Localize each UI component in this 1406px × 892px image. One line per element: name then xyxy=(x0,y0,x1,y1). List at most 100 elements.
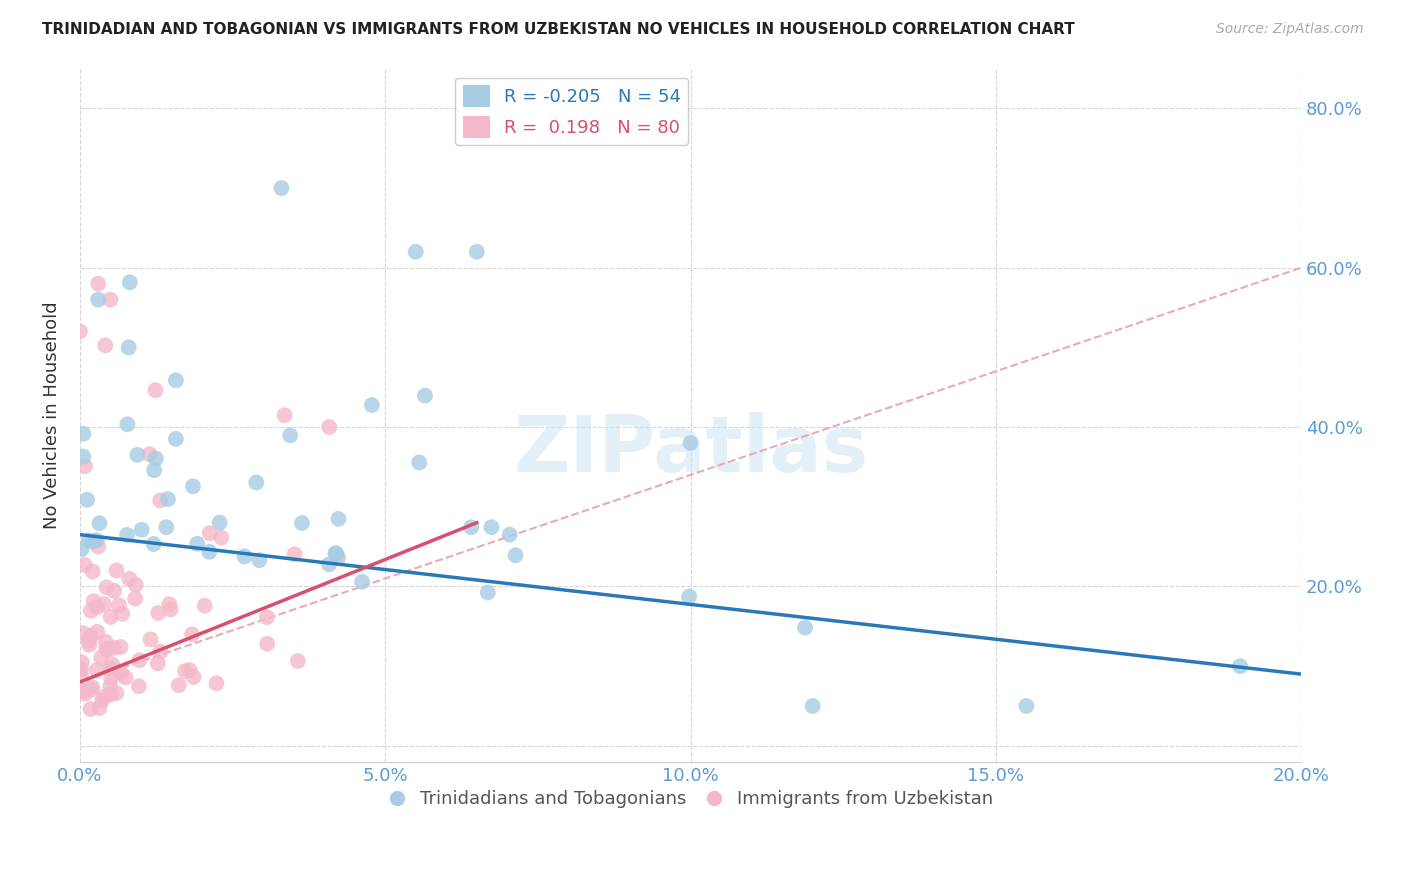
Point xyxy=(678,590,700,604)
Point xyxy=(70,656,93,670)
Point xyxy=(82,534,104,549)
Point xyxy=(138,447,160,461)
Point xyxy=(86,533,108,548)
Point xyxy=(145,383,167,397)
Point xyxy=(326,550,349,565)
Point xyxy=(156,492,179,507)
Point xyxy=(179,663,201,677)
Point xyxy=(110,665,132,680)
Point xyxy=(198,526,221,541)
Point xyxy=(352,574,374,589)
Point xyxy=(75,683,97,698)
Point xyxy=(87,293,110,307)
Point xyxy=(118,340,141,354)
Point xyxy=(284,547,307,561)
Point xyxy=(73,687,96,701)
Point xyxy=(72,426,94,441)
Point xyxy=(90,650,112,665)
Point xyxy=(328,512,350,526)
Point xyxy=(76,492,98,507)
Point xyxy=(198,545,221,559)
Point xyxy=(167,678,190,692)
Point xyxy=(209,531,232,545)
Point xyxy=(318,558,340,572)
Point xyxy=(117,417,139,432)
Point xyxy=(270,181,292,195)
Point xyxy=(96,580,118,594)
Point xyxy=(181,479,204,493)
Point xyxy=(499,527,522,541)
Point xyxy=(165,432,187,446)
Point xyxy=(91,693,114,707)
Point xyxy=(118,572,141,586)
Point xyxy=(157,597,180,611)
Text: ZIPatlas: ZIPatlas xyxy=(513,412,868,488)
Point xyxy=(70,662,93,676)
Point xyxy=(103,583,125,598)
Point xyxy=(111,607,134,621)
Point xyxy=(105,686,128,700)
Point xyxy=(128,679,150,693)
Point xyxy=(107,665,129,679)
Point xyxy=(87,277,110,291)
Point xyxy=(256,610,278,624)
Point xyxy=(1015,698,1038,713)
Point xyxy=(124,591,146,606)
Point xyxy=(114,671,136,685)
Point xyxy=(115,528,138,542)
Point xyxy=(245,475,267,490)
Point xyxy=(100,610,122,624)
Text: Source: ZipAtlas.com: Source: ZipAtlas.com xyxy=(1216,22,1364,37)
Point xyxy=(94,634,117,648)
Point xyxy=(70,542,93,557)
Point xyxy=(100,662,122,676)
Point xyxy=(70,667,93,681)
Point xyxy=(273,408,295,422)
Point xyxy=(100,293,122,307)
Point xyxy=(278,428,301,442)
Point xyxy=(118,275,141,289)
Point xyxy=(405,244,427,259)
Point xyxy=(73,459,96,474)
Point xyxy=(73,558,96,573)
Point xyxy=(77,533,100,548)
Point xyxy=(287,654,309,668)
Point xyxy=(87,540,110,554)
Point xyxy=(149,493,172,508)
Point xyxy=(127,448,149,462)
Point xyxy=(149,645,172,659)
Point xyxy=(679,436,702,450)
Point xyxy=(146,657,169,671)
Point xyxy=(82,681,104,695)
Point xyxy=(174,664,197,678)
Point xyxy=(83,594,105,608)
Point xyxy=(1229,659,1251,673)
Point xyxy=(165,373,187,387)
Point xyxy=(247,553,270,567)
Point xyxy=(801,698,824,713)
Point xyxy=(100,688,122,702)
Point xyxy=(291,516,314,530)
Y-axis label: No Vehicles in Household: No Vehicles in Household xyxy=(44,301,60,529)
Point xyxy=(181,627,204,641)
Point xyxy=(89,516,111,531)
Point xyxy=(505,548,527,562)
Point xyxy=(101,657,124,672)
Point xyxy=(110,640,132,654)
Point xyxy=(105,563,128,577)
Point xyxy=(145,451,167,466)
Point xyxy=(183,670,205,684)
Point xyxy=(72,626,94,640)
Point xyxy=(77,638,100,652)
Legend: Trinidadians and Tobagonians, Immigrants from Uzbekistan: Trinidadians and Tobagonians, Immigrants… xyxy=(381,782,1001,815)
Point xyxy=(360,398,382,412)
Point xyxy=(69,325,91,339)
Point xyxy=(80,682,103,697)
Point xyxy=(205,676,228,690)
Point xyxy=(143,463,166,477)
Point xyxy=(159,602,181,616)
Point xyxy=(86,600,108,615)
Point xyxy=(100,671,122,685)
Point xyxy=(93,690,115,704)
Point xyxy=(80,629,103,643)
